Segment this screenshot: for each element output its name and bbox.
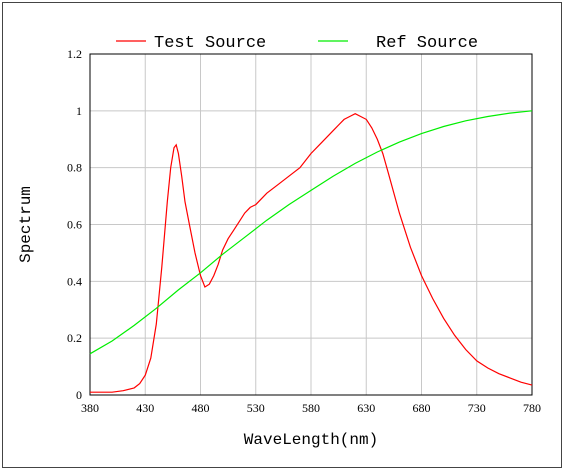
series-line-test-source xyxy=(90,113,533,393)
y-tick-label: 1 xyxy=(76,104,82,118)
x-tick-label: 730 xyxy=(468,401,486,415)
y-tick-label: 0.8 xyxy=(67,161,82,175)
grid xyxy=(89,53,533,396)
legend: Test Source Ref Source xyxy=(116,34,478,53)
plot-area xyxy=(89,53,533,396)
x-tick-label: 580 xyxy=(302,401,320,415)
legend-label-ref-source: Ref Source xyxy=(376,34,478,53)
y-tick-label: 0.6 xyxy=(67,218,82,232)
x-tick-label: 780 xyxy=(523,401,541,415)
x-tick-label: 680 xyxy=(413,401,431,415)
x-tick-label: 380 xyxy=(81,401,99,415)
y-tick-label: 0.2 xyxy=(67,331,82,345)
x-tick-label: 480 xyxy=(192,401,210,415)
y-tick-label: 0 xyxy=(76,388,82,402)
legend-label-test-source: Test Source xyxy=(154,34,266,53)
series-line-ref-source xyxy=(89,110,533,355)
y-tick-label: 0.4 xyxy=(67,274,82,288)
y-tick-labels: 0 0.2 0.4 0.6 0.8 1 1.2 xyxy=(67,47,82,402)
x-tick-label: 630 xyxy=(357,401,375,415)
x-tick-label: 530 xyxy=(247,401,265,415)
x-tick-labels: 380 430 480 530 580 630 680 730 780 xyxy=(81,401,541,415)
y-axis-title: Spectrum xyxy=(17,186,35,263)
y-tick-label: 1.2 xyxy=(67,47,82,61)
x-axis-title: WaveLength(nm) xyxy=(244,431,378,449)
x-tick-label: 430 xyxy=(136,401,154,415)
series-layer xyxy=(89,110,533,393)
chart-frame xyxy=(2,2,562,468)
